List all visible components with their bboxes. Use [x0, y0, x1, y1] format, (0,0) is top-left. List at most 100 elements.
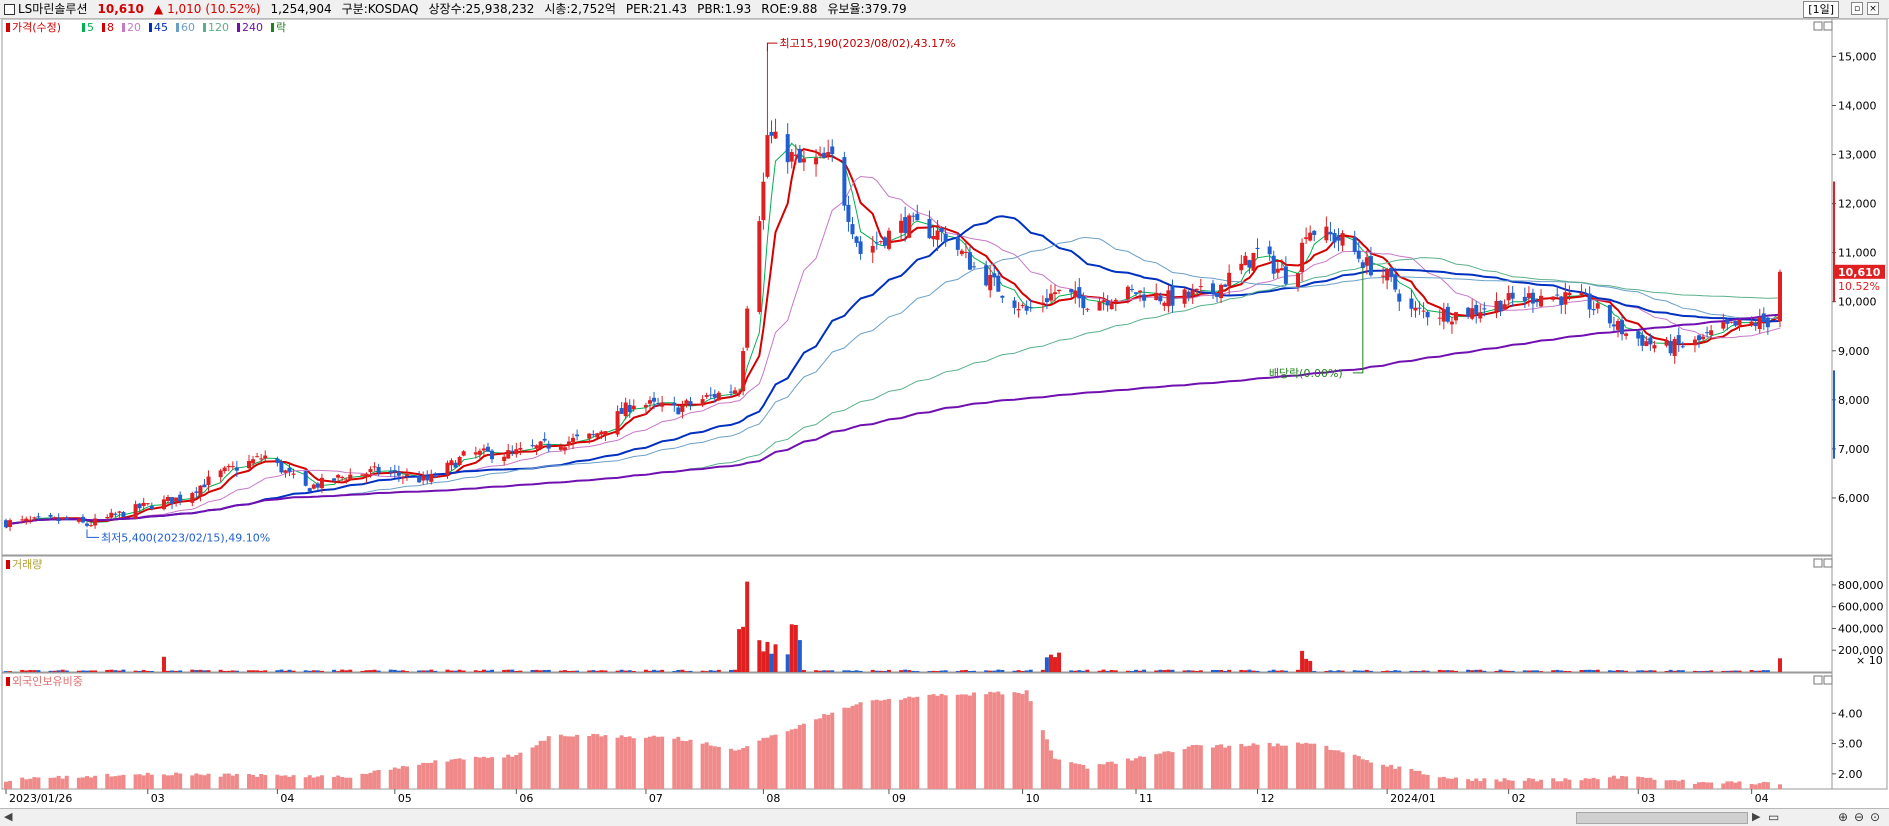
candle-body[interactable] — [1587, 293, 1592, 310]
foreign-bar[interactable] — [1648, 777, 1653, 789]
foreign-bar[interactable] — [943, 695, 948, 789]
candle-body[interactable] — [364, 473, 369, 477]
candle-body[interactable] — [1340, 233, 1345, 246]
candle-body[interactable] — [1595, 303, 1600, 309]
foreign-bar[interactable] — [903, 698, 908, 789]
foreign-bar[interactable] — [1676, 781, 1681, 789]
volume-bar[interactable] — [603, 670, 608, 672]
foreign-bar[interactable] — [1611, 775, 1616, 789]
candle-body[interactable] — [915, 213, 920, 221]
volume-bar[interactable] — [161, 656, 166, 672]
candle-body[interactable] — [1615, 320, 1620, 330]
candle-body[interactable] — [1563, 292, 1568, 305]
volume-bar[interactable] — [1296, 669, 1301, 672]
candle-body[interactable] — [822, 152, 827, 158]
candle-body[interactable] — [315, 483, 320, 488]
volume-bar[interactable] — [1636, 670, 1641, 672]
volume-bar[interactable] — [1219, 670, 1224, 672]
candle-body[interactable] — [1364, 257, 1369, 266]
volume-bar[interactable] — [275, 670, 280, 672]
foreign-bar[interactable] — [619, 735, 624, 789]
volume-bar[interactable] — [1166, 669, 1171, 672]
volume-bar[interactable] — [1267, 670, 1272, 672]
foreign-bar[interactable] — [1186, 746, 1191, 789]
volume-bar[interactable] — [886, 669, 891, 672]
volume-bar[interactable] — [279, 669, 284, 672]
volume-bar[interactable] — [1097, 670, 1102, 672]
candle-body[interactable] — [1753, 322, 1758, 327]
candle-body[interactable] — [882, 237, 887, 246]
candle-body[interactable] — [801, 158, 806, 163]
candle-body[interactable] — [684, 400, 689, 404]
foreign-bar[interactable] — [1210, 747, 1215, 789]
candle-body[interactable] — [145, 503, 150, 505]
volume-bar[interactable] — [623, 670, 628, 672]
foreign-bar[interactable] — [737, 749, 742, 789]
candle-body[interactable] — [1101, 300, 1106, 303]
foreign-bar[interactable] — [546, 736, 551, 789]
volume-bar[interactable] — [315, 670, 320, 672]
candle-body[interactable] — [477, 450, 482, 455]
foreign-bar[interactable] — [1053, 758, 1058, 789]
candle-body[interactable] — [1271, 255, 1276, 274]
foreign-bar[interactable] — [761, 737, 766, 789]
foreign-bar[interactable] — [1044, 739, 1049, 789]
volume-bar[interactable] — [1502, 670, 1507, 672]
volume-bar[interactable] — [660, 669, 665, 672]
foreign-bar[interactable] — [1591, 777, 1596, 789]
foreign-bar[interactable] — [1312, 743, 1317, 789]
candle-body[interactable] — [1154, 292, 1159, 300]
foreign-bar[interactable] — [194, 773, 199, 789]
volume-bar[interactable] — [1336, 670, 1341, 672]
foreign-bar[interactable] — [801, 723, 806, 789]
foreign-bar[interactable] — [688, 739, 693, 789]
candle-body[interactable] — [518, 447, 523, 450]
foreign-bar[interactable] — [571, 736, 576, 789]
volume-bar[interactable] — [1044, 657, 1049, 672]
foreign-bar[interactable] — [1624, 776, 1629, 789]
foreign-bar[interactable] — [1105, 762, 1110, 789]
foreign-bar[interactable] — [1425, 774, 1430, 789]
candle-body[interactable] — [1304, 237, 1309, 240]
volume-bar[interactable] — [404, 671, 409, 672]
volume-bar[interactable] — [85, 670, 90, 672]
candle-body[interactable] — [1057, 289, 1062, 292]
volume-bar[interactable] — [145, 670, 150, 672]
candle-body[interactable] — [704, 395, 709, 397]
foreign-bar[interactable] — [822, 714, 827, 789]
foreign-bar[interactable] — [1389, 764, 1394, 789]
candle-body[interactable] — [453, 462, 458, 468]
foreign-bar[interactable] — [1069, 762, 1074, 789]
volume-bar[interactable] — [1526, 670, 1531, 672]
foreign-bar[interactable] — [1482, 778, 1487, 789]
volume-bar[interactable] — [303, 670, 308, 672]
volume-bar[interactable] — [882, 671, 887, 672]
candle-body[interactable] — [988, 275, 993, 291]
foreign-bar[interactable] — [1138, 756, 1143, 789]
candle-body[interactable] — [1644, 341, 1649, 347]
foreign-bar[interactable] — [1579, 780, 1584, 789]
foreign-bar[interactable] — [850, 705, 855, 789]
candle-body[interactable] — [1441, 309, 1446, 322]
candle-body[interactable] — [737, 392, 742, 394]
candle-body[interactable] — [631, 405, 636, 410]
candle-body[interactable] — [117, 511, 122, 513]
volume-bar[interactable] — [878, 670, 883, 672]
volume-bar[interactable] — [166, 670, 171, 672]
candle-body[interactable] — [757, 221, 762, 313]
volume-bar[interactable] — [1134, 669, 1139, 672]
volume-bar[interactable] — [818, 670, 823, 672]
volume-bar[interactable] — [769, 653, 774, 672]
foreign-bar[interactable] — [311, 777, 316, 789]
candle-body[interactable] — [1701, 336, 1706, 340]
volume-bar[interactable] — [234, 670, 239, 672]
candle-body[interactable] — [1696, 335, 1701, 341]
candle-body[interactable] — [340, 476, 345, 478]
candle-body[interactable] — [1279, 268, 1284, 271]
volume-bar[interactable] — [1073, 670, 1078, 672]
foreign-bar[interactable] — [623, 736, 628, 789]
foreign-bar[interactable] — [1304, 742, 1309, 789]
volume-bar[interactable] — [1640, 670, 1645, 672]
candle-body[interactable] — [283, 470, 288, 473]
candle-body[interactable] — [198, 485, 203, 496]
